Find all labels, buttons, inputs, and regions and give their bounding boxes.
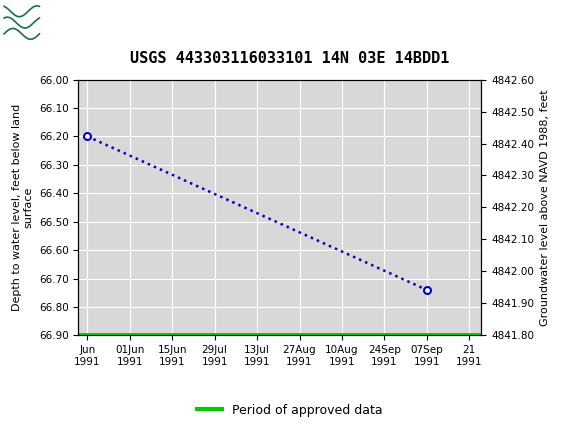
Text: USGS: USGS: [44, 14, 99, 31]
Text: USGS 443303116033101 14N 03E 14BDD1: USGS 443303116033101 14N 03E 14BDD1: [130, 51, 450, 65]
Y-axis label: Groundwater level above NAVD 1988, feet: Groundwater level above NAVD 1988, feet: [539, 89, 550, 326]
Legend: Period of approved data: Period of approved data: [192, 399, 388, 421]
Y-axis label: Depth to water level, feet below land
surface: Depth to water level, feet below land su…: [12, 104, 33, 311]
FancyBboxPatch shape: [3, 3, 70, 42]
